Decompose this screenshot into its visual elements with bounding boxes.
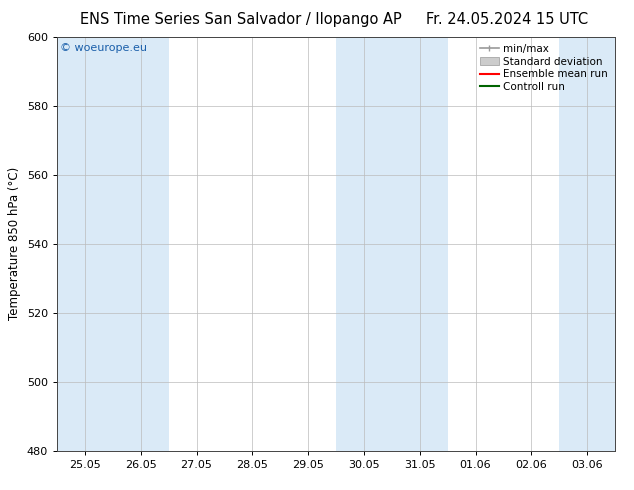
Text: Fr. 24.05.2024 15 UTC: Fr. 24.05.2024 15 UTC [426,12,588,27]
Bar [559,37,615,451]
Text: © woeurope.eu: © woeurope.eu [60,43,147,53]
Legend: min/max, Standard deviation, Ensemble mean run, Controll run: min/max, Standard deviation, Ensemble me… [478,42,610,94]
Bar [336,37,392,451]
Bar [113,37,169,451]
Bar [57,37,113,451]
Bar [392,37,448,451]
Y-axis label: Temperature 850 hPa (°C): Temperature 850 hPa (°C) [8,167,21,320]
Text: ENS Time Series San Salvador / Ilopango AP: ENS Time Series San Salvador / Ilopango … [80,12,402,27]
